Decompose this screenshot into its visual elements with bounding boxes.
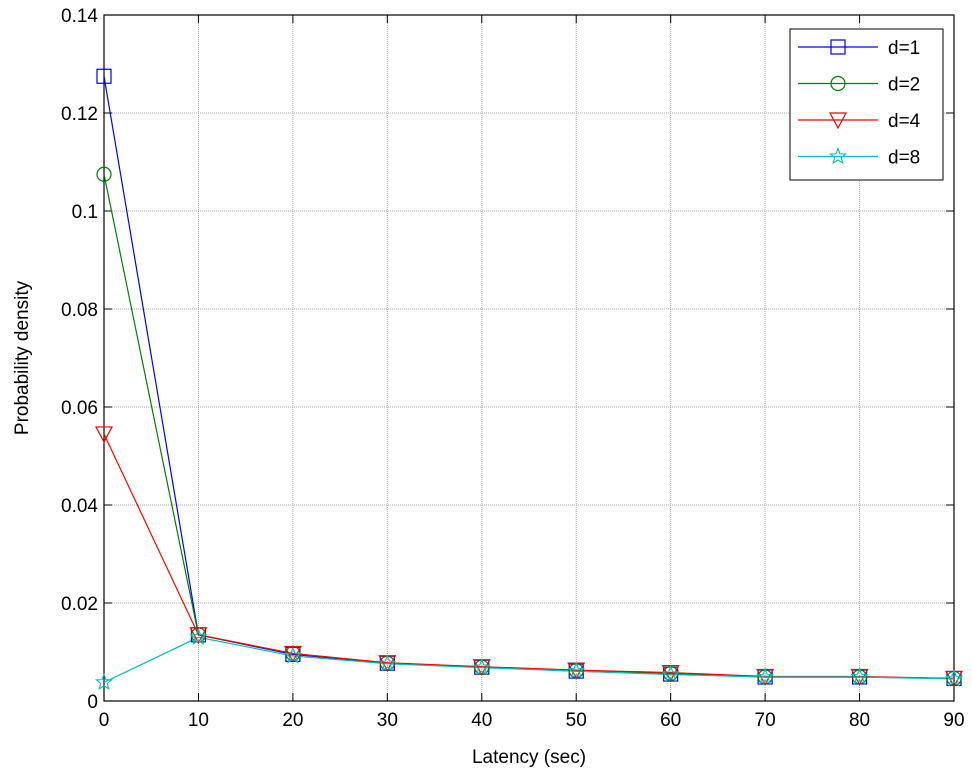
y-axis-label: Probability density	[12, 280, 33, 435]
x-tick-label: 20	[282, 710, 303, 731]
x-tick-label: 90	[943, 710, 964, 731]
data-point-square	[830, 39, 846, 55]
legend-box	[789, 28, 944, 181]
y-tick-label: 0.1	[72, 202, 98, 223]
data-point-star	[94, 672, 114, 691]
data-point-star	[472, 658, 491, 676]
data-point-circle	[830, 75, 846, 92]
data-point-star	[756, 667, 775, 685]
legend: d=1 d=2 d=4 d=8	[789, 28, 944, 181]
data-point-star	[944, 669, 964, 687]
data-point-star	[567, 661, 586, 679]
data-point-triangle	[829, 112, 847, 130]
series-lines	[103, 76, 955, 683]
x-tick-label: 0	[99, 710, 110, 731]
data-point-star	[189, 627, 208, 646]
legend-label-d=4: d=4	[888, 111, 921, 132]
y-tick-label: 0.12	[61, 104, 98, 125]
legend-label-d=1: d=1	[888, 38, 920, 59]
data-point-star	[828, 146, 848, 165]
grid	[104, 15, 954, 701]
data-point-square	[96, 68, 112, 84]
y-tick-label: 0.14	[61, 6, 98, 27]
x-tick-label: 40	[471, 710, 492, 731]
y-tick-label: 0	[87, 692, 98, 713]
series-markers	[94, 68, 964, 691]
axes-frame	[103, 14, 955, 702]
y-tick-label: 0.02	[61, 594, 98, 615]
data-point-circle	[96, 166, 112, 182]
x-tick-label: 60	[660, 710, 681, 731]
x-tick-label: 80	[849, 710, 870, 731]
legend-label-d=2: d=2	[888, 75, 920, 96]
x-tick-label: 50	[566, 710, 587, 731]
y-tick-label: 0.04	[61, 496, 98, 517]
legend-label-d=8: d=8	[888, 148, 920, 169]
data-point-star	[378, 654, 397, 672]
data-point-star	[283, 646, 302, 664]
x-tick-label: 10	[188, 710, 209, 731]
data-point-triangle	[95, 426, 113, 444]
x-tick-label: 70	[755, 710, 776, 731]
data-point-star	[661, 664, 680, 683]
axis-ticks: 0 10 20 30 40 50 60 70 80 90 0 0.02 0.04 0.06 0.08 0.1 0…	[61, 6, 965, 731]
x-axis-label: Latency (sec)	[472, 747, 586, 768]
series-line-d=8	[103, 636, 955, 683]
y-tick-label: 0.06	[61, 398, 98, 419]
data-point-star	[850, 667, 869, 685]
y-tick-label: 0.08	[61, 300, 98, 321]
x-tick-label: 30	[377, 710, 398, 731]
